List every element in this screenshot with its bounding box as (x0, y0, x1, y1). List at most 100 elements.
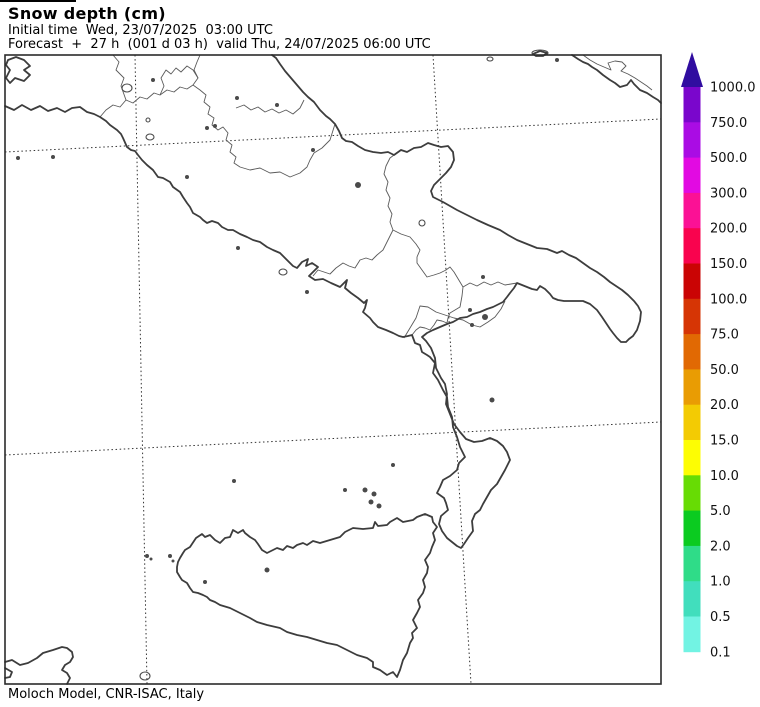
colorbar-label: 200.0 (710, 222, 747, 237)
lake-island-ring (278, 268, 288, 276)
island-dot (51, 155, 55, 159)
island-dot (171, 559, 175, 563)
colorbar-label: 75.0 (710, 328, 739, 343)
island-dot (213, 124, 217, 128)
coastline-path (4, 646, 74, 685)
island-dot (185, 175, 189, 179)
colorbar-segment (683, 616, 701, 653)
region-border-path (235, 99, 305, 115)
colorbar-arrow (681, 52, 703, 87)
colorbar-label: 1.0 (710, 575, 731, 590)
colorbar-segment (683, 581, 701, 617)
coastline-path (4, 54, 642, 549)
colorbar-segment (683, 510, 701, 547)
region-border-path (582, 54, 653, 91)
coastline-path (5, 56, 31, 84)
island-dot (168, 554, 172, 558)
init-time-line: Initial time Wed, 23/07/2025 03:00 UTC (8, 23, 273, 38)
island-dot (205, 126, 209, 130)
colorbar-segment (683, 334, 701, 370)
island-dot (311, 148, 315, 152)
region-border-path (112, 54, 127, 101)
island-dot (264, 567, 270, 573)
colorbar-label: 750.0 (710, 116, 747, 131)
colorbar-segment (683, 228, 701, 264)
colorbar-label: 15.0 (710, 434, 739, 449)
coastline-path (176, 513, 438, 678)
colorbar-segment (683, 298, 701, 335)
colorbar-label: 300.0 (710, 186, 747, 201)
colorbar-label: 1000.0 (710, 81, 756, 96)
colorbar-label: 100.0 (710, 292, 747, 307)
island-dot (275, 103, 279, 107)
island-dot (555, 58, 559, 62)
region-border-path (159, 65, 199, 96)
lake-island-ring (145, 133, 155, 141)
lake-island-ring (145, 117, 151, 123)
island-dot (149, 557, 153, 561)
map-frame (4, 54, 662, 685)
colorbar-segment (683, 545, 701, 582)
island-dot (489, 397, 495, 403)
colorbar-segment (683, 87, 701, 123)
island-dot (470, 323, 474, 327)
latlon-gridline (134, 54, 148, 685)
island-dot (151, 78, 155, 82)
coastline-path (4, 667, 13, 679)
island-dot (482, 314, 488, 320)
island-dot (376, 503, 382, 509)
top-rule (0, 0, 76, 2)
colorbar-label: 20.0 (710, 398, 739, 413)
coastline-path (571, 54, 662, 104)
island-dot (236, 246, 240, 250)
colorbar-segment (683, 157, 701, 194)
colorbar-label: 5.0 (710, 504, 731, 519)
island-dot (362, 487, 368, 493)
forecast-valid-line: Forecast + 27 h (001 d 03 h) valid Thu, … (8, 37, 431, 52)
latlon-gridline (432, 54, 472, 685)
colorbar-segment (683, 263, 701, 300)
colorbar-segment (683, 404, 701, 441)
island-dot (391, 463, 395, 467)
colorbar-label: 50.0 (710, 363, 739, 378)
island-dot (305, 290, 309, 294)
map-title: Snow depth (cm) (8, 4, 166, 23)
region-border-path (312, 229, 394, 277)
lake-island-ring (139, 671, 151, 681)
colorbar-segment (683, 192, 701, 229)
model-credit: Moloch Model, CNR-ISAC, Italy (8, 687, 205, 702)
colorbar-label: 150.0 (710, 257, 747, 272)
colorbar-segment (683, 440, 701, 476)
lake-island-ring (531, 49, 549, 57)
latlon-gridline (4, 421, 662, 456)
island-dot (145, 554, 149, 558)
colorbar-label: 500.0 (710, 151, 747, 166)
island-dot (235, 96, 239, 100)
colorbar-segment (683, 369, 701, 406)
colorbar-label: 0.5 (710, 610, 731, 625)
lake-island-ring (121, 83, 133, 93)
island-dot (368, 499, 374, 505)
region-border-path (192, 84, 336, 178)
colorbar-label: 2.0 (710, 539, 731, 554)
colorbar-label: 0.1 (710, 645, 731, 660)
island-dot (16, 156, 20, 160)
region-border-path (383, 154, 395, 231)
colorbar-segment (683, 475, 701, 511)
region-border-path (99, 54, 201, 118)
island-dot (343, 488, 347, 492)
island-dot (371, 491, 377, 497)
lake-island-ring (486, 56, 494, 62)
region-border-path (403, 300, 506, 339)
island-dot (481, 275, 485, 279)
region-border-path (392, 229, 464, 336)
colorbar-segment (683, 122, 701, 158)
region-border-path (462, 281, 518, 288)
island-dot (232, 479, 236, 483)
latlon-gridline (4, 118, 662, 153)
island-dot (355, 182, 361, 188)
colorbar-label: 10.0 (710, 469, 739, 484)
lake-island-ring (418, 219, 426, 227)
island-dot (203, 580, 207, 584)
